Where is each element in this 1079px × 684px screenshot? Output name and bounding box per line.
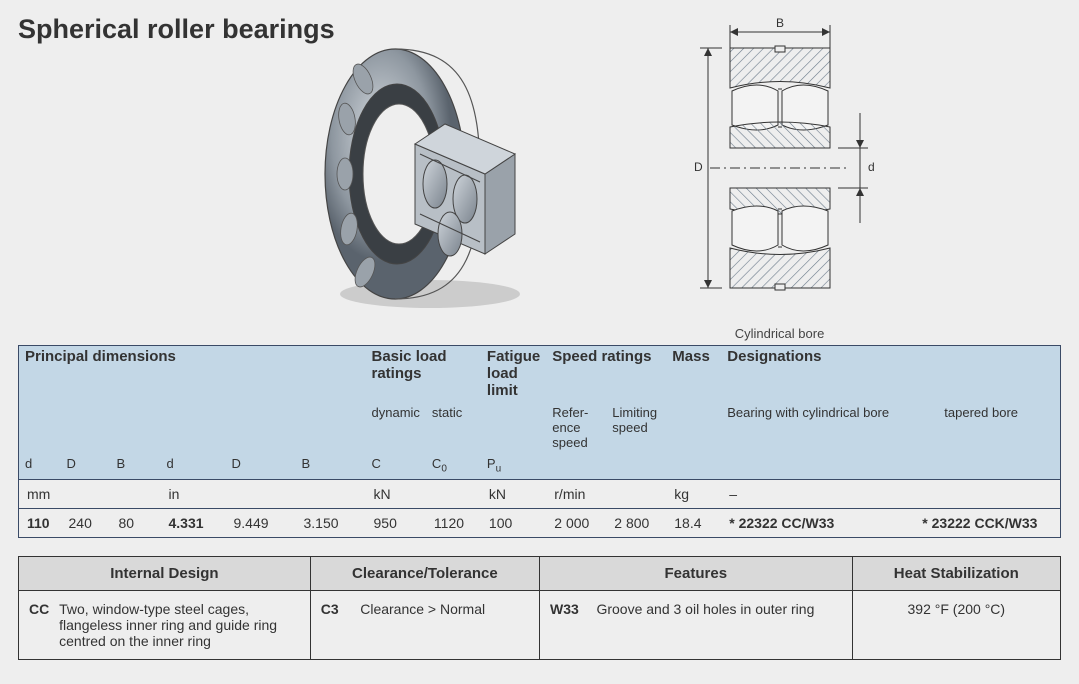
data-B-mm: 80	[111, 508, 161, 537]
hdr-speed: Speed ratings	[546, 346, 666, 404]
dim-label-D: D	[694, 160, 703, 174]
schematic-caption: Cylindrical bore	[640, 326, 920, 341]
unit-mm: mm	[19, 479, 161, 508]
data-mass: 18.4	[666, 508, 721, 537]
features-table: Internal Design Clearance/Tolerance Feat…	[18, 556, 1061, 660]
unit-kN2: kN	[481, 479, 546, 508]
sym-B-in: B	[296, 454, 366, 479]
sym-C: C	[366, 454, 426, 479]
data-Pu: 100	[481, 508, 546, 537]
cell-features: W33 Groove and 3 oil holes in outer ring	[539, 590, 852, 659]
sym-D: D	[61, 454, 111, 479]
unit-kg: kg	[666, 479, 721, 508]
data-desig2: * 23222 CCK/W33	[914, 508, 1060, 537]
data-D-mm: 240	[61, 508, 111, 537]
dim-label-d: d	[868, 160, 875, 174]
sym-d: d	[19, 454, 61, 479]
fh-internal-design: Internal Design	[19, 556, 311, 590]
page: Spherical roller bearings	[0, 0, 1079, 674]
hdr-principal-dimensions: Principal dimensions	[19, 346, 366, 404]
data-C: 950	[366, 508, 426, 537]
hdr-dynamic: dynamic	[366, 403, 426, 454]
fh-heat: Heat Stabilization	[852, 556, 1060, 590]
hdr-desig-sub2: tapered bore	[914, 403, 1060, 454]
data-desig1: * 22322 CC/W33	[721, 508, 914, 537]
data-D-in: 9.449	[226, 508, 296, 537]
sym-C0: C0	[426, 454, 481, 479]
cell-heat: 392 °F (200 °C)	[852, 590, 1060, 659]
hdr-fatigue: Fatigue load limit	[481, 346, 546, 404]
hdr-desig-sub1: Bearing with cylindrical bore	[721, 403, 914, 454]
desc-internal: Two, window-type steel cages, flangeless…	[59, 601, 279, 649]
unit-dash: –	[721, 479, 1060, 508]
data-C0: 1120	[426, 508, 481, 537]
hdr-basic-load: Basic load ratings	[366, 346, 481, 404]
unit-in: in	[161, 479, 366, 508]
spec-table: Principal dimensions Basic load ratings …	[18, 345, 1061, 538]
data-d-mm: 110	[19, 508, 61, 537]
unit-kN: kN	[366, 479, 481, 508]
fh-clearance: Clearance/Tolerance	[310, 556, 539, 590]
hdr-lim-speed: Limiting speed	[606, 403, 666, 454]
data-lim-speed: 2 800	[606, 508, 666, 537]
cell-clearance: C3 Clearance > Normal	[310, 590, 539, 659]
cell-internal-design: CC Two, window-type steel cages, flangel…	[19, 590, 311, 659]
data-d-in: 4.331	[161, 508, 226, 537]
hdr-designations: Designations	[721, 346, 1060, 404]
illustration-row: B	[18, 19, 1061, 339]
sym-B: B	[111, 454, 161, 479]
fh-features: Features	[539, 556, 852, 590]
data-ref-speed: 2 000	[546, 508, 606, 537]
code-clearance: C3	[321, 601, 345, 617]
bearing-3d-illustration	[280, 19, 560, 319]
sym-d-in: d	[161, 454, 226, 479]
code-internal: CC	[29, 601, 55, 617]
hdr-ref-speed: Refer- ence speed	[546, 403, 606, 454]
sym-D-in: D	[226, 454, 296, 479]
sym-Pu: Pu	[481, 454, 546, 479]
hdr-mass: Mass	[666, 346, 721, 404]
code-feature: W33	[550, 601, 585, 617]
unit-rmin: r/min	[546, 479, 666, 508]
dim-label-B: B	[776, 16, 784, 30]
desc-clearance: Clearance > Normal	[360, 601, 485, 617]
desc-feature: Groove and 3 oil holes in outer ring	[596, 601, 814, 617]
bearing-schematic: B	[640, 13, 920, 341]
hdr-static: static	[426, 403, 481, 454]
data-B-in: 3.150	[296, 508, 366, 537]
